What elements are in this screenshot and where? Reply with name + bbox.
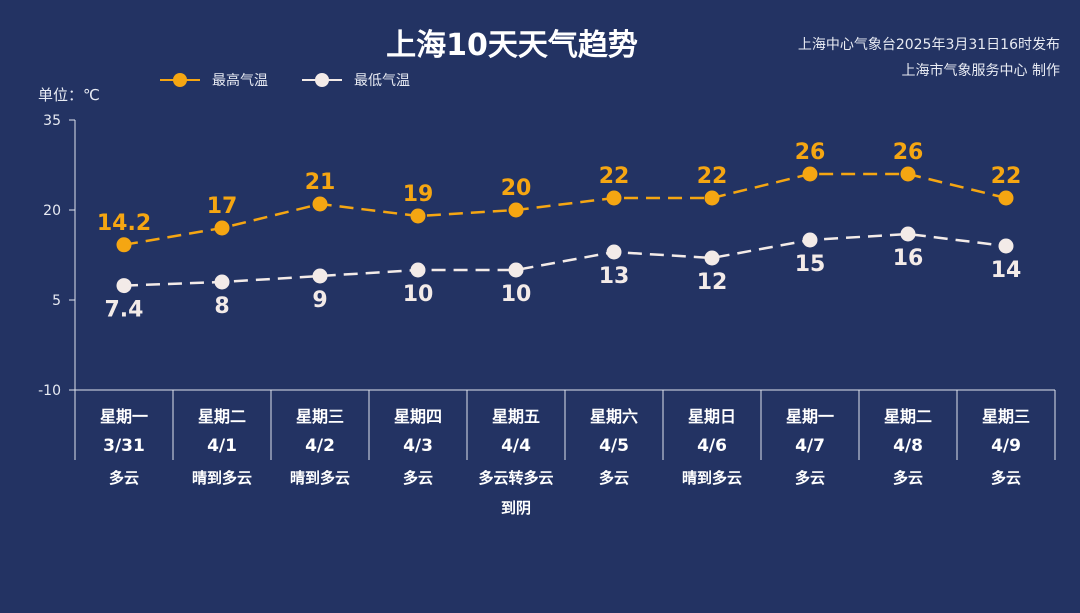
y-tick-label: 20	[43, 203, 61, 219]
data-label-low: 7.4	[105, 298, 144, 323]
weather-label: 多云	[893, 469, 923, 487]
y-axis-unit: 单位：℃	[38, 86, 100, 104]
data-point-high	[802, 166, 818, 182]
producer-line: 上海市气象服务中心 制作	[901, 63, 1060, 79]
data-label-low: 8	[214, 294, 229, 319]
y-tick-label: 5	[52, 293, 61, 309]
x-weekday-label: 星期五	[492, 407, 540, 426]
data-label-high: 26	[893, 140, 924, 165]
weather-label: 晴到多云	[290, 469, 350, 487]
data-point-high	[410, 208, 426, 224]
data-label-low: 12	[697, 270, 728, 295]
legend-item-low: 最低气温	[302, 70, 410, 90]
x-weekday-label: 星期三	[296, 407, 344, 426]
x-weekday-label: 星期一	[100, 407, 148, 426]
weather-label: 多云	[109, 469, 139, 487]
data-point-high	[312, 196, 328, 212]
x-weekday-label: 星期六	[590, 407, 638, 426]
x-date-label: 4/6	[697, 436, 727, 456]
data-label-low: 9	[312, 288, 327, 313]
data-point-low	[214, 274, 230, 290]
series-line-low	[123, 232, 1007, 287]
y-tick-label: 35	[43, 113, 61, 129]
data-point-high	[116, 237, 132, 253]
weather-label: 多云	[795, 469, 825, 487]
x-weekday-label: 星期一	[786, 407, 834, 426]
weather-label: 多云转多云	[478, 469, 553, 487]
legend-label-low: 最低气温	[354, 73, 410, 89]
x-date-label: 4/1	[207, 436, 237, 456]
weather-label: 多云	[599, 469, 629, 487]
data-label-high: 14.2	[97, 211, 151, 236]
data-point-low	[606, 244, 622, 260]
data-point-low	[998, 238, 1014, 254]
weather-label: 多云	[403, 469, 433, 487]
x-weekday-label: 星期三	[982, 407, 1030, 426]
data-label-low: 15	[795, 252, 826, 277]
data-label-high: 22	[991, 164, 1022, 189]
data-point-low	[312, 268, 328, 284]
y-tick-label: -10	[38, 383, 61, 399]
x-date-label: 4/2	[305, 436, 335, 456]
data-point-low	[508, 262, 524, 278]
issuer-line: 上海中心气象台2025年3月31日16时发布	[797, 37, 1060, 53]
x-date-label: 4/3	[403, 436, 433, 456]
weather-label: 到阴	[501, 499, 531, 517]
x-date-label: 4/7	[795, 436, 825, 456]
weather-label: 晴到多云	[192, 469, 252, 487]
x-date-label: 4/8	[893, 436, 923, 456]
data-point-low	[410, 262, 426, 278]
data-label-high: 22	[599, 164, 630, 189]
data-label-low: 10	[403, 282, 434, 307]
data-label-high: 22	[697, 164, 728, 189]
chart-legend: 最高气温 最低气温	[160, 70, 410, 90]
data-label-low: 13	[599, 264, 630, 289]
x-weekday-label: 星期日	[688, 407, 736, 426]
data-point-low	[900, 226, 916, 242]
series-line-high	[123, 172, 1007, 247]
data-point-high	[214, 220, 230, 236]
weather-label: 多云	[991, 469, 1021, 487]
legend-label-high: 最高气温	[212, 73, 268, 89]
chart-title: 上海10天天气趋势	[386, 28, 638, 63]
data-label-high: 17	[207, 194, 238, 219]
data-label-low: 10	[501, 282, 532, 307]
x-weekday-label: 星期四	[394, 407, 442, 426]
data-point-high	[704, 190, 720, 206]
data-point-low	[704, 250, 720, 266]
weather-label: 晴到多云	[682, 469, 742, 487]
x-date-label: 4/9	[991, 436, 1021, 456]
data-label-high: 21	[305, 170, 336, 195]
x-weekday-label: 星期二	[884, 407, 932, 426]
legend-swatch-low	[302, 73, 342, 87]
data-point-high	[606, 190, 622, 206]
data-label-low: 14	[991, 258, 1022, 283]
x-weekday-label: 星期二	[198, 407, 246, 426]
data-label-high: 26	[795, 140, 826, 165]
legend-item-high: 最高气温	[160, 70, 268, 90]
data-point-low	[802, 232, 818, 248]
x-date-label: 4/5	[599, 436, 629, 456]
data-label-low: 16	[893, 246, 924, 271]
data-point-high	[508, 202, 524, 218]
data-point-low	[116, 278, 132, 294]
data-point-high	[998, 190, 1014, 206]
data-label-high: 19	[403, 182, 434, 207]
data-label-high: 20	[501, 176, 532, 201]
data-point-high	[900, 166, 916, 182]
x-date-label: 4/4	[501, 436, 531, 456]
legend-swatch-high	[160, 73, 200, 87]
x-date-label: 3/31	[103, 436, 145, 456]
